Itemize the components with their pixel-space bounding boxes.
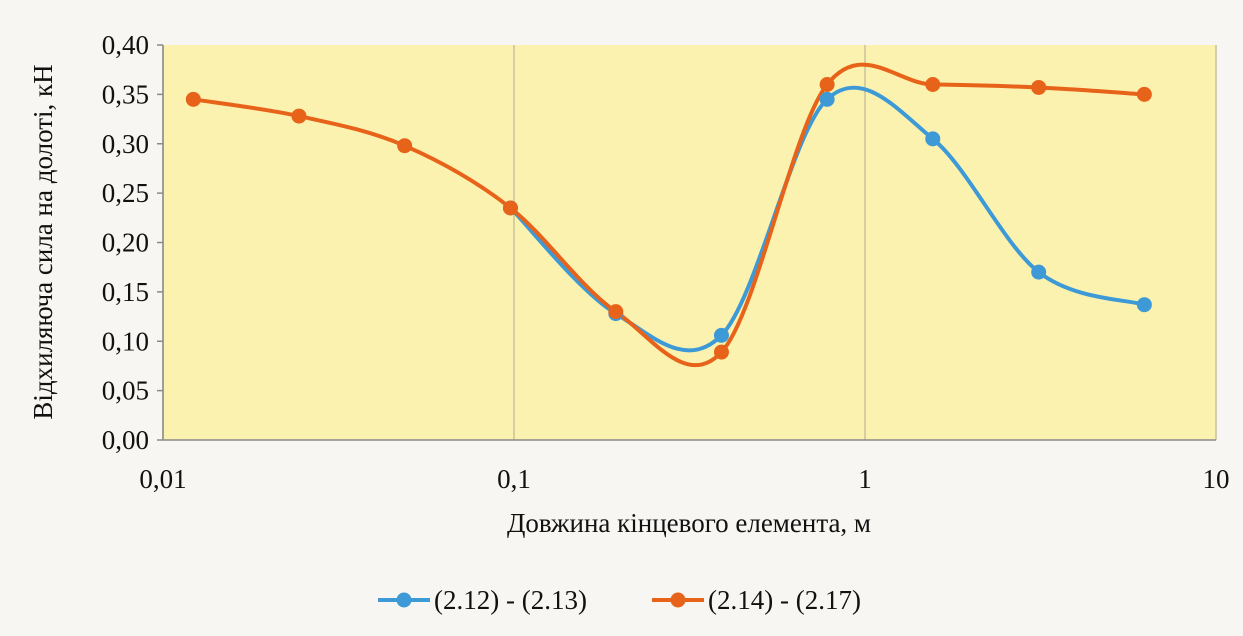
y-tick-label: 0,25 xyxy=(102,178,149,208)
series-2-point xyxy=(185,91,201,107)
y-axis-title: Відхиляюча сила на долоті, кН xyxy=(28,64,58,419)
series-line-2 xyxy=(192,62,1145,368)
series-1-point xyxy=(925,131,941,147)
y-tick-label: 0,10 xyxy=(102,326,149,356)
series-2-point xyxy=(291,108,307,124)
series-2-point xyxy=(1136,86,1152,102)
series-2-point xyxy=(502,200,518,216)
legend-label-2: (2.14) - (2.17) xyxy=(708,585,861,615)
legend-label-1: (2.12) - (2.13) xyxy=(434,585,587,615)
series-2-point xyxy=(397,138,413,154)
legend-marker-1 xyxy=(396,592,412,608)
y-tick-label: 0,30 xyxy=(102,129,149,159)
x-tick-label: 0,01 xyxy=(139,464,186,494)
series-1-point xyxy=(1031,264,1047,280)
y-tick-label: 0,40 xyxy=(102,30,149,60)
y-tick-labels: 0,00 0,05 0,10 0,15 0,20 0,25 0,30 0,35 0,40 xyxy=(102,30,149,455)
y-tick-label: 0,35 xyxy=(102,79,149,109)
y-tick-label: 0,00 xyxy=(102,425,149,455)
x-tick-label: 1 xyxy=(858,464,872,494)
series-1-point xyxy=(819,91,835,107)
y-tick-label: 0,20 xyxy=(102,228,149,258)
series-1-point xyxy=(1136,297,1152,313)
plot-area xyxy=(163,45,1216,440)
x-tick-label: 10 xyxy=(1203,464,1230,494)
legend: (2.12) - (2.13) (2.14) - (2.17) xyxy=(378,585,861,615)
series-2-point xyxy=(713,344,729,360)
y-tick-label: 0,05 xyxy=(102,376,149,406)
series-2-point xyxy=(1031,79,1047,95)
series-2-point xyxy=(819,77,835,92)
x-axis-title: Довжина кінцевого елемента, м xyxy=(507,508,871,538)
x-tick-labels: 0,01 0,1 1 10 xyxy=(139,464,1229,494)
series-1-point xyxy=(713,327,729,343)
y-tick-label: 0,15 xyxy=(102,277,149,307)
series-2-point xyxy=(925,77,941,92)
series-2-point xyxy=(608,304,624,320)
axes xyxy=(157,44,1216,441)
x-tick-label: 0,1 xyxy=(497,464,531,494)
series-points xyxy=(185,77,1152,360)
legend-marker-2 xyxy=(670,592,686,608)
